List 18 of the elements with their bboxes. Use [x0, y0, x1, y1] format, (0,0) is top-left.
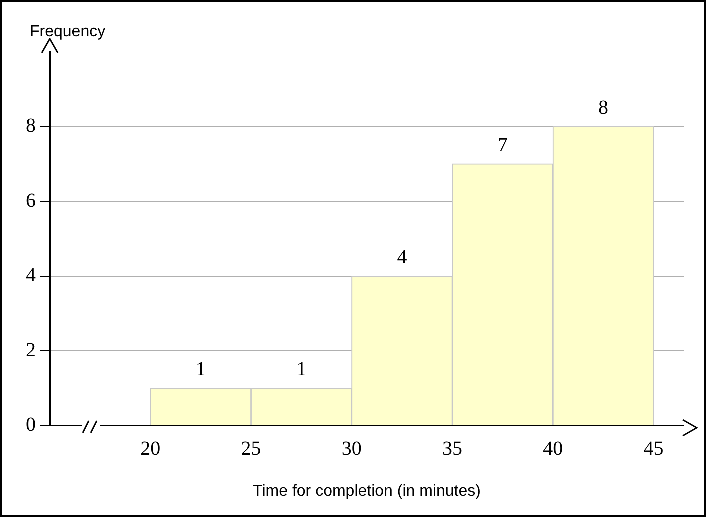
data-label: 7 — [498, 134, 508, 156]
y-tick-label: 8 — [26, 115, 36, 138]
data-label: 1 — [296, 358, 307, 381]
data-label: 4 — [397, 246, 408, 269]
x-tick-label: 35 — [442, 438, 463, 460]
y-tick-label: 4 — [26, 264, 36, 287]
y-axis-title: Frequency — [30, 23, 106, 40]
data-label: 8 — [598, 97, 608, 120]
y-tick-label: 0 — [26, 414, 36, 436]
y-tick-label: 2 — [26, 339, 36, 362]
x-tick-label: 30 — [342, 438, 362, 460]
x-tick-label: 25 — [241, 438, 262, 460]
data-label: 1 — [196, 358, 206, 381]
x-tick-label: 20 — [140, 438, 161, 460]
x-tick-label: 40 — [543, 438, 564, 460]
x-axis-title: Time for completion (in minutes) — [253, 482, 481, 500]
y-tick-label: 6 — [26, 190, 36, 212]
x-tick-label: 45 — [644, 438, 664, 460]
